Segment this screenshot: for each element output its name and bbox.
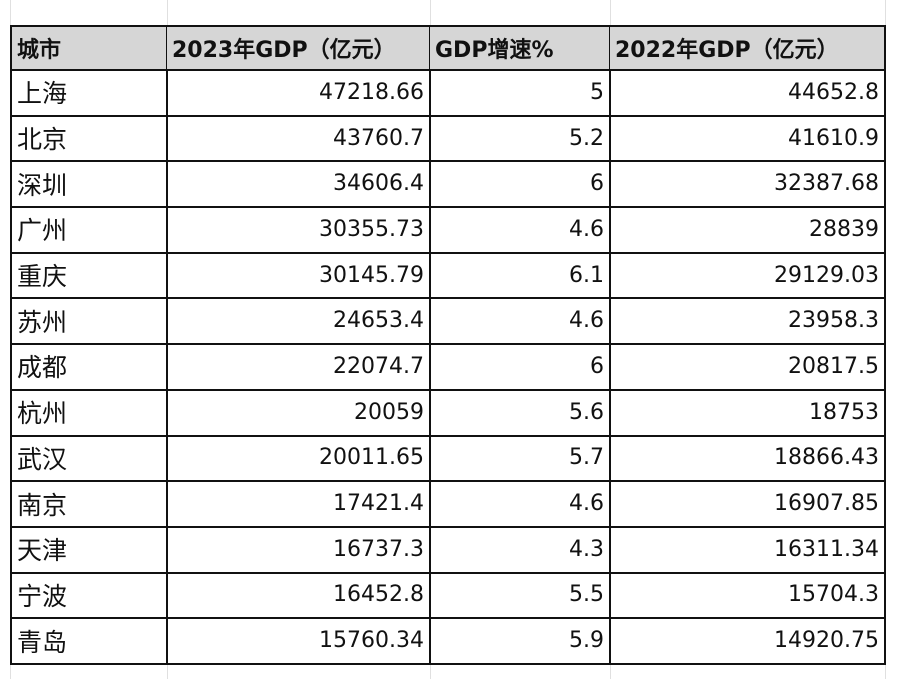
city-cell: 成都 (10, 344, 168, 391)
number-cell: 43760.7 (167, 115, 431, 163)
number-cell: 30145.79 (167, 252, 431, 300)
city-cell: 苏州 (10, 298, 168, 346)
number-cell: 5.6 (430, 389, 611, 437)
number-cell: 5.2 (430, 115, 611, 163)
number-cell: 32387.68 (610, 161, 886, 209)
number-cell: 16311.34 (610, 526, 886, 574)
city-cell: 天津 (10, 526, 168, 574)
number-cell: 5 (430, 70, 611, 117)
number-cell: 16907.85 (610, 481, 886, 528)
city-cell: 杭州 (10, 389, 168, 437)
number-cell: 23958.3 (610, 298, 886, 346)
number-cell: 14920.75 (610, 618, 886, 665)
number-cell: 20817.5 (610, 344, 886, 391)
header-cell: GDP增速% (430, 25, 611, 71)
header-cell: 2022年GDP（亿元） (610, 25, 886, 71)
number-cell: 20011.65 (167, 435, 431, 483)
number-cell: 47218.66 (167, 70, 431, 117)
number-cell: 17421.4 (167, 481, 431, 528)
number-cell: 44652.8 (610, 70, 886, 117)
number-cell: 24653.4 (167, 298, 431, 346)
city-cell: 武汉 (10, 435, 168, 483)
number-cell: 4.6 (430, 481, 611, 528)
city-cell: 宁波 (10, 572, 168, 620)
header-cell: 2023年GDP（亿元） (167, 25, 431, 71)
number-cell: 5.7 (430, 435, 611, 483)
city-cell: 上海 (10, 70, 168, 117)
number-cell: 15760.34 (167, 618, 431, 665)
number-cell: 28839 (610, 207, 886, 254)
number-cell: 6 (430, 344, 611, 391)
city-cell: 重庆 (10, 252, 168, 300)
number-cell: 18866.43 (610, 435, 886, 483)
number-cell: 6.1 (430, 252, 611, 300)
city-cell: 广州 (10, 207, 168, 254)
city-cell: 南京 (10, 481, 168, 528)
number-cell: 22074.7 (167, 344, 431, 391)
number-cell: 16452.8 (167, 572, 431, 620)
header-cell: 城市 (10, 25, 168, 71)
number-cell: 4.6 (430, 298, 611, 346)
number-cell: 41610.9 (610, 115, 886, 163)
number-cell: 4.6 (430, 207, 611, 254)
number-cell: 18753 (610, 389, 886, 437)
number-cell: 29129.03 (610, 252, 886, 300)
city-cell: 深圳 (10, 161, 168, 209)
number-cell: 6 (430, 161, 611, 209)
number-cell: 30355.73 (167, 207, 431, 254)
number-cell: 5.5 (430, 572, 611, 620)
number-cell: 34606.4 (167, 161, 431, 209)
city-cell: 青岛 (10, 618, 168, 665)
number-cell: 5.9 (430, 618, 611, 665)
number-cell: 20059 (167, 389, 431, 437)
number-cell: 4.3 (430, 526, 611, 574)
number-cell: 15704.3 (610, 572, 886, 620)
city-cell: 北京 (10, 115, 168, 163)
number-cell: 16737.3 (167, 526, 431, 574)
